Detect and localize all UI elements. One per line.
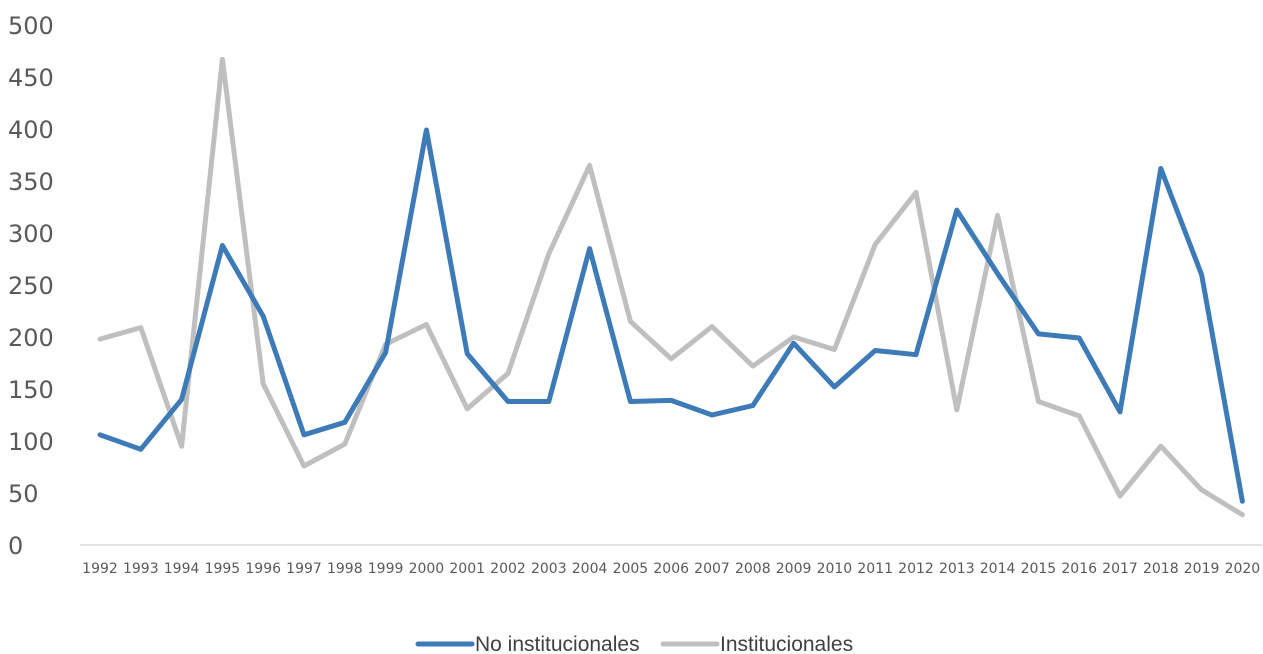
- x-tick-label: 2008: [735, 561, 771, 577]
- x-tick-label: 2017: [1102, 561, 1138, 577]
- x-tick-label: 2018: [1143, 561, 1179, 577]
- y-axis-tick-labels: 0 50 100 150 200 250 300 350 400 450 500: [8, 12, 54, 560]
- x-tick-label: 1993: [123, 561, 159, 577]
- y-tick-label: 500: [8, 12, 54, 40]
- series-line-0: [97, 127, 1245, 504]
- x-tick-label: 1994: [164, 561, 200, 577]
- y-tick-label: 200: [8, 324, 54, 352]
- x-tick-label: 1998: [327, 561, 363, 577]
- legend: No institucionales Institucionales: [415, 633, 853, 654]
- x-axis-tick-labels: 1992 1993 1994 1995 1996 1997 1998 1999 2000 2001…: [82, 561, 1260, 577]
- x-tick-label: 2004: [572, 561, 608, 577]
- y-tick-label: 400: [8, 116, 54, 144]
- x-tick-label: 1999: [368, 561, 404, 577]
- x-tick-label: 1992: [82, 561, 118, 577]
- x-tick-label: 2002: [490, 561, 526, 577]
- x-tick-label: 1997: [286, 561, 322, 577]
- y-tick-label: 50: [8, 480, 39, 508]
- series-lines: [97, 56, 1245, 518]
- legend-label-1: Institucionales: [720, 633, 853, 654]
- x-tick-label: 2019: [1184, 561, 1220, 577]
- x-tick-label: 2006: [653, 561, 689, 577]
- x-tick-label: 2011: [857, 561, 893, 577]
- x-tick-label: 2000: [409, 561, 445, 577]
- x-tick-label: 1996: [245, 561, 281, 577]
- x-tick-label: 2001: [449, 561, 485, 577]
- y-tick-label: 150: [8, 376, 54, 404]
- y-tick-label: 450: [8, 64, 54, 92]
- y-tick-label: 300: [8, 220, 54, 248]
- x-tick-label: 2012: [898, 561, 934, 577]
- legend-label-0: No institucionales: [475, 633, 640, 654]
- x-tick-label: 2007: [694, 561, 730, 577]
- y-tick-label: 250: [8, 272, 54, 300]
- x-tick-label: 2013: [939, 561, 975, 577]
- y-tick-label: 350: [8, 168, 54, 196]
- y-tick-label: 0: [8, 532, 23, 560]
- x-tick-label: 1995: [205, 561, 241, 577]
- x-tick-label: 2010: [817, 561, 853, 577]
- x-tick-label: 2020: [1225, 561, 1261, 577]
- x-tick-label: 2009: [776, 561, 812, 577]
- x-tick-label: 2005: [613, 561, 649, 577]
- x-tick-label: 2016: [1061, 561, 1097, 577]
- series-line-1: [97, 56, 1245, 518]
- x-tick-label: 2014: [980, 561, 1016, 577]
- x-tick-label: 2015: [1021, 561, 1057, 577]
- x-tick-label: 2003: [531, 561, 567, 577]
- y-tick-label: 100: [8, 428, 54, 456]
